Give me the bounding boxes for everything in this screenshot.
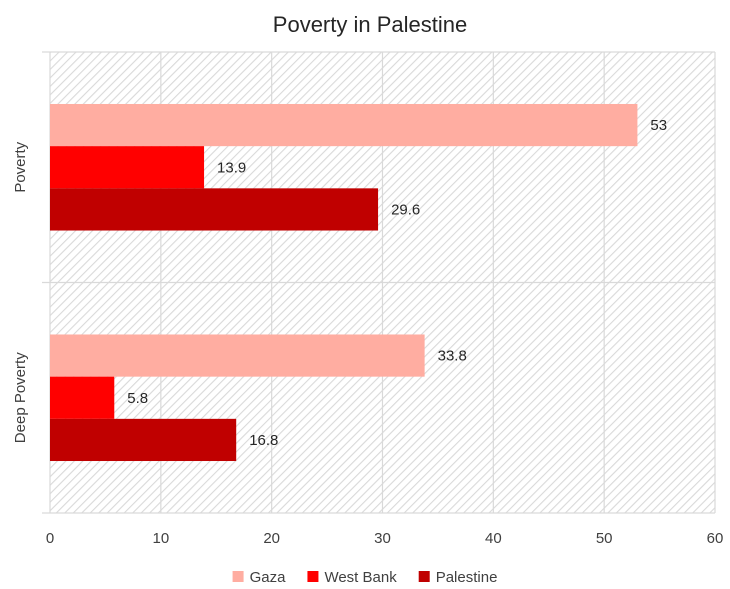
data-label-1-2: 16.8 bbox=[249, 432, 278, 449]
legend-swatch-2 bbox=[419, 571, 430, 582]
data-label-0-2: 29.6 bbox=[391, 201, 420, 218]
x-tick-label-6: 60 bbox=[707, 530, 724, 547]
bar-1-0 bbox=[50, 334, 425, 376]
x-tick-label-4: 40 bbox=[485, 530, 502, 547]
x-tick-label-1: 10 bbox=[152, 530, 169, 547]
x-tick-label-2: 20 bbox=[263, 530, 280, 547]
bar-0-0 bbox=[50, 104, 637, 146]
category-label-1: Deep Poverty bbox=[12, 352, 29, 443]
data-label-1-1: 5.8 bbox=[127, 390, 148, 407]
legend: Gaza West Bank Palestine bbox=[233, 569, 498, 586]
category-label-0: Poverty bbox=[12, 141, 29, 192]
x-tick-label-5: 50 bbox=[596, 530, 613, 547]
bar-0-2 bbox=[50, 188, 378, 230]
data-label-0-1: 13.9 bbox=[217, 159, 246, 176]
chart-title: Poverty in Palestine bbox=[273, 12, 467, 37]
x-tick-label-0: 0 bbox=[46, 530, 54, 547]
legend-swatch-0 bbox=[233, 571, 244, 582]
bar-1-1 bbox=[50, 377, 114, 419]
legend-label-2: Palestine bbox=[436, 569, 498, 586]
legend-label-1: West Bank bbox=[324, 569, 397, 586]
data-label-0-0: 53 bbox=[650, 117, 667, 134]
x-axis-ticks: 0 10 20 30 40 50 60 bbox=[46, 530, 724, 547]
data-label-1-0: 33.8 bbox=[438, 348, 467, 365]
y-axis-categories: Poverty Deep Poverty bbox=[12, 141, 29, 443]
bar-1-2 bbox=[50, 419, 236, 461]
bar-0-1 bbox=[50, 146, 204, 188]
legend-label-0: Gaza bbox=[250, 569, 287, 586]
legend-swatch-1 bbox=[307, 571, 318, 582]
x-tick-label-3: 30 bbox=[374, 530, 391, 547]
